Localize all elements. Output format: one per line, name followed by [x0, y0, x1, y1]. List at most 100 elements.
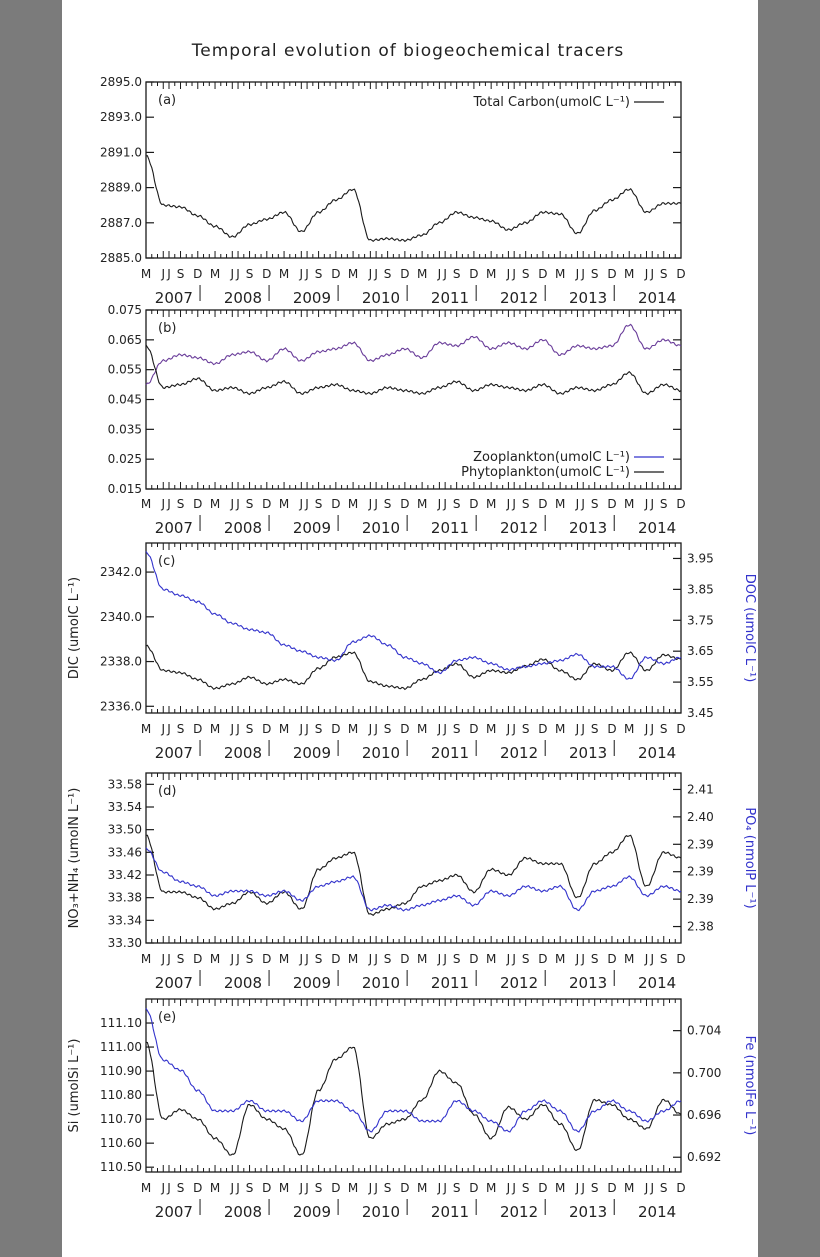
x-month-label: S	[315, 267, 323, 281]
y-tick-label: 2889.0	[100, 181, 142, 195]
x-month-label: M	[210, 952, 220, 966]
x-month-label: M	[486, 952, 496, 966]
x-month-label: D	[469, 267, 478, 281]
x-year-label: 2008	[224, 289, 262, 307]
y-right-tick-label: 0.696	[687, 1108, 721, 1122]
x-month-label: J	[442, 952, 447, 966]
x-month-label: D	[607, 952, 616, 966]
x-month-label: S	[246, 952, 254, 966]
series-line-si	[145, 1041, 682, 1156]
x-month-label: S	[246, 1181, 254, 1195]
x-year-label: 2012	[500, 1203, 538, 1221]
x-month-label: J	[235, 497, 240, 511]
x-year-label: 2012	[500, 744, 538, 762]
y-right-tick-label: 2.39	[687, 865, 714, 879]
y-tick-label: 111.10	[100, 1016, 142, 1030]
y-right-tick-label: 0.700	[687, 1066, 721, 1080]
series-line-phytoplankton-umolc-l	[145, 344, 682, 396]
x-month-label: S	[177, 1181, 185, 1195]
y-tick-label: 2887.0	[100, 216, 142, 230]
x-year-label: 2014	[638, 744, 676, 762]
x-month-label: M	[348, 1181, 358, 1195]
y-tick-label: 2338.0	[100, 655, 142, 669]
x-month-label: J	[506, 497, 511, 511]
plot-frame	[145, 542, 682, 714]
x-month-label: M	[417, 952, 427, 966]
y-tick-label: 110.60	[100, 1136, 142, 1150]
x-month-label: J	[580, 497, 585, 511]
y-axis-title-right: Fe (nmolFe L⁻¹)	[742, 1036, 757, 1136]
x-month-label: J	[373, 1181, 378, 1195]
panel-tag: (d)	[158, 784, 176, 799]
x-year-label: 2014	[638, 974, 676, 992]
y-tick-label: 0.025	[108, 452, 142, 466]
x-year-label: 2014	[638, 519, 676, 537]
x-month-label: S	[384, 952, 392, 966]
x-month-label: M	[141, 497, 151, 511]
y-tick-label: 33.58	[108, 777, 142, 791]
x-year-label: 2013	[569, 289, 607, 307]
x-month-label: J	[580, 1181, 585, 1195]
x-month-label: J	[368, 1181, 373, 1195]
x-year-label: 2012	[500, 519, 538, 537]
x-month-label: D	[469, 952, 478, 966]
x-month-label: J	[580, 267, 585, 281]
x-month-label: J	[649, 1181, 654, 1195]
x-month-label: S	[591, 267, 599, 281]
y-right-tick-label: 3.65	[687, 644, 714, 658]
x-month-label: S	[315, 497, 323, 511]
y-right-tick-label: 3.75	[687, 613, 714, 627]
x-month-label: S	[315, 722, 323, 736]
y-tick-label: 33.50	[108, 823, 142, 837]
y-right-tick-label: 2.41	[687, 782, 714, 796]
x-month-label: J	[230, 497, 235, 511]
x-month-label: J	[575, 952, 580, 966]
x-year-label: 2010	[362, 744, 400, 762]
y-axis-title: NO₃+NH₄ (umolN L⁻¹)	[67, 788, 82, 929]
x-month-label: S	[660, 1181, 668, 1195]
x-month-label: S	[453, 1181, 461, 1195]
x-month-label: J	[166, 722, 171, 736]
x-month-label: S	[660, 722, 668, 736]
x-year-label: 2008	[224, 974, 262, 992]
x-month-label: S	[453, 722, 461, 736]
x-month-label: D	[676, 497, 685, 511]
x-month-label: D	[400, 952, 409, 966]
x-month-label: J	[235, 1181, 240, 1195]
x-month-label: M	[141, 267, 151, 281]
x-month-label: J	[299, 267, 304, 281]
x-month-label: J	[437, 722, 442, 736]
x-month-label: J	[644, 267, 649, 281]
y-right-tick-label: 2.39	[687, 892, 714, 906]
y-axis-title: Si (umolSi L⁻¹)	[67, 1039, 82, 1133]
x-year-label: 2007	[155, 1203, 193, 1221]
x-month-label: M	[624, 722, 634, 736]
x-month-label: S	[522, 267, 530, 281]
x-month-label: D	[400, 497, 409, 511]
x-month-label: J	[304, 267, 309, 281]
y-tick-label: 2893.0	[100, 110, 142, 124]
y-tick-label: 2340.0	[100, 610, 142, 624]
x-month-label: J	[575, 267, 580, 281]
x-month-label: S	[177, 722, 185, 736]
y-right-tick-label: 0.692	[687, 1150, 721, 1164]
x-month-label: S	[453, 497, 461, 511]
x-year-label: 2011	[431, 519, 469, 537]
x-month-label: S	[315, 1181, 323, 1195]
series-line-po	[145, 847, 682, 912]
x-month-label: S	[591, 952, 599, 966]
x-month-label: J	[299, 722, 304, 736]
x-month-label: J	[304, 497, 309, 511]
x-month-label: M	[141, 1181, 151, 1195]
y-tick-label: 33.38	[108, 891, 142, 905]
x-month-label: D	[607, 267, 616, 281]
x-month-label: S	[246, 722, 254, 736]
chart-figure: Temporal evolution of biogeochemical tra…	[67, 41, 757, 1221]
x-month-label: D	[400, 722, 409, 736]
x-month-label: M	[555, 1181, 565, 1195]
x-month-label: J	[511, 722, 516, 736]
x-month-label: S	[177, 952, 185, 966]
x-month-label: J	[575, 497, 580, 511]
